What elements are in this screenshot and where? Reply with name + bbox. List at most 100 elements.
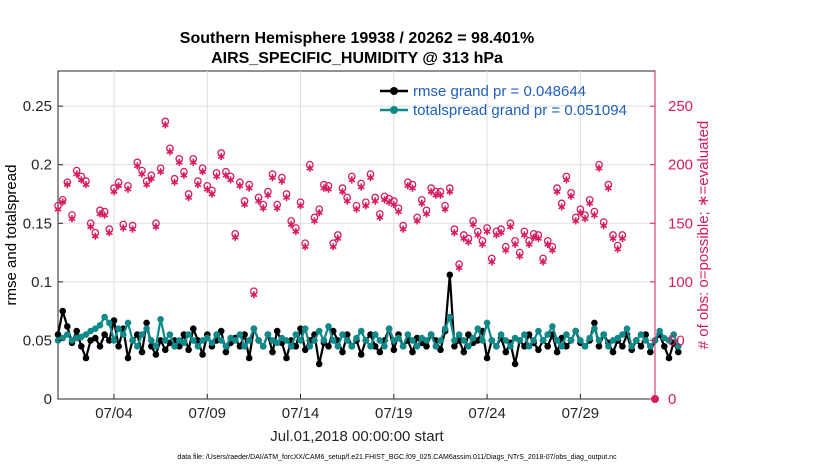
grid	[58, 71, 655, 399]
rmse-point	[460, 348, 468, 356]
rmse-point	[124, 354, 132, 362]
totalspread-point	[213, 331, 220, 338]
data-file-footnote: data file: /Users/raeder/DAI/ATM_forcXX/…	[177, 454, 617, 461]
obs-evaluated-marker	[334, 234, 342, 243]
totalspread-point	[297, 337, 304, 344]
totalspread-point	[311, 337, 318, 344]
totalspread-point	[535, 327, 542, 335]
y2-tick-label: 200	[668, 157, 693, 174]
totalspread-point	[106, 319, 113, 327]
totalspread-point	[325, 323, 332, 330]
rmse-point	[325, 343, 332, 350]
obs-evaluated-marker	[124, 185, 132, 193]
y2-tick-label: 0	[668, 391, 676, 408]
obs-evaluated-marker	[399, 225, 407, 233]
totalspread-point	[395, 334, 402, 342]
totalspread-point	[245, 337, 253, 344]
totalspread-point	[497, 331, 505, 338]
x-tick-label: 07/24	[468, 405, 506, 422]
rmse-point	[162, 346, 169, 354]
obs-evaluated-marker	[133, 162, 141, 170]
x-axis-label: Jul.01,2018 00:00:00 start	[270, 428, 444, 445]
totalspread-point	[362, 337, 370, 344]
obs-evaluated-marker	[306, 164, 314, 172]
x-tick-label: 07/14	[282, 405, 320, 422]
rmse-point	[273, 327, 281, 335]
rmse-point	[236, 343, 244, 350]
obs-evaluated-marker	[63, 181, 71, 189]
obs-evaluated-marker	[520, 231, 528, 239]
obs-evaluated-marker	[483, 227, 491, 236]
x-tick-label: 07/19	[375, 405, 413, 422]
rmse-point	[217, 327, 225, 335]
totalspread-point	[236, 331, 244, 338]
totalspread-point	[581, 343, 589, 350]
totalspread-point	[357, 327, 365, 335]
totalspread-point	[455, 331, 463, 338]
totalspread-point	[255, 337, 262, 344]
obs-evaluated-marker	[572, 217, 580, 225]
obs-evaluated-marker	[283, 193, 291, 202]
legend-rmse-marker	[390, 87, 398, 95]
obs-evaluated-marker	[161, 121, 169, 129]
obs-evaluated-marker	[101, 211, 109, 219]
rmse-point	[283, 354, 290, 362]
totalspread-point	[180, 339, 188, 347]
obs-evaluated-marker	[105, 229, 113, 237]
rmse-point	[535, 346, 542, 354]
totalspread-point	[101, 313, 108, 321]
obs-evaluated-marker	[516, 252, 524, 260]
obs-evaluated-marker	[227, 176, 235, 184]
obs-count-markers	[54, 117, 659, 403]
y-axis-label: rmse and totalspread	[3, 165, 20, 306]
totalspread-point	[334, 343, 342, 350]
totalspread-point	[670, 331, 677, 338]
obs-evaluated-marker	[446, 188, 454, 196]
rmse-point	[241, 331, 248, 338]
totalspread-point	[315, 327, 323, 335]
obs-evaluated-marker	[180, 171, 188, 179]
obs-evaluated-marker	[343, 197, 351, 205]
rmse-point	[138, 348, 146, 356]
obs-evaluated-marker	[287, 220, 295, 229]
obs-evaluated-marker	[213, 172, 221, 180]
obs-evaluated-marker	[544, 240, 552, 248]
rmse-point	[423, 343, 430, 350]
totalspread-point	[656, 327, 663, 335]
obs-evaluated-marker	[450, 229, 458, 237]
totalspread-point	[647, 343, 654, 350]
totalspread-point	[385, 325, 393, 333]
totalspread-point	[320, 337, 328, 344]
totalspread-point	[563, 331, 570, 338]
rmse-point	[367, 331, 374, 338]
rmse-point	[176, 343, 183, 350]
obs-evaluated-marker	[567, 192, 575, 200]
obs-evaluated-marker	[478, 240, 486, 248]
obs-evaluated-marker	[96, 210, 104, 218]
totalspread-point	[488, 337, 496, 344]
rmse-point	[390, 346, 398, 354]
obs-evaluated-marker	[264, 191, 272, 199]
y-tick-label: 0	[44, 391, 52, 408]
obs-evaluated-marker	[352, 205, 361, 213]
rmse-point	[134, 331, 141, 338]
rmse-point	[451, 343, 458, 350]
obs-evaluated-marker	[269, 174, 277, 182]
obs-evaluated-marker	[413, 217, 421, 225]
rmse-point	[376, 348, 384, 356]
totalspread-point	[124, 319, 132, 327]
totalspread-point	[451, 337, 458, 344]
obs-evaluated-marker	[576, 209, 584, 217]
totalspread-point	[259, 343, 267, 350]
rmse-point	[78, 343, 85, 350]
obs-evaluated-marker	[408, 184, 417, 192]
totalspread-point	[628, 343, 635, 350]
obs-evaluated-marker	[609, 234, 617, 243]
obs-evaluated-marker	[199, 168, 207, 176]
rmse-point	[619, 343, 626, 350]
obs-evaluated-marker	[296, 202, 305, 210]
totalspread-point	[493, 343, 500, 350]
rmse-point	[59, 307, 66, 315]
totalspread-point	[287, 343, 295, 350]
totalspread-point	[409, 337, 416, 344]
